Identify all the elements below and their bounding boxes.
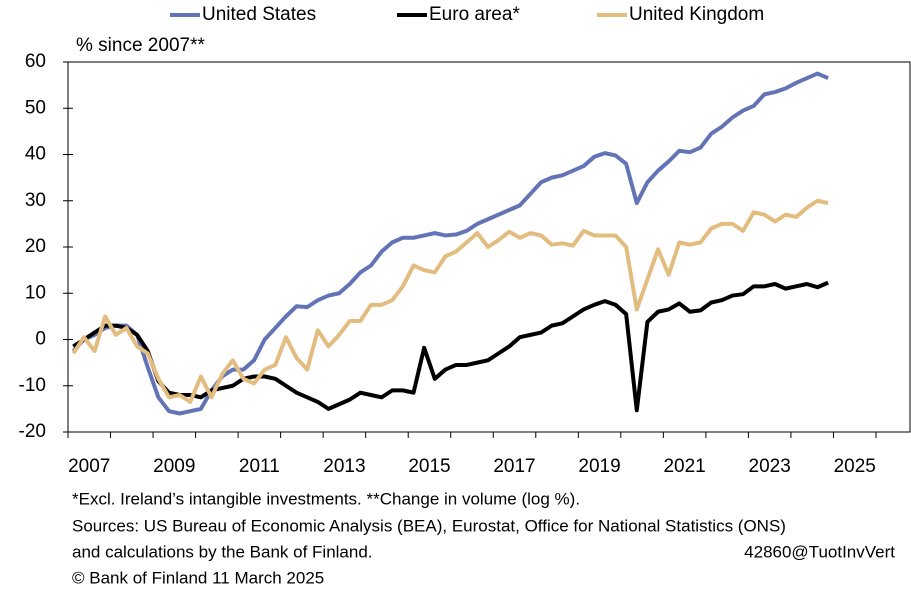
y-tick-label: 10: [25, 282, 46, 303]
y-tick-label: 40: [25, 144, 46, 165]
y-tick-label: 30: [25, 190, 46, 211]
line-series: [72, 280, 829, 413]
x-tick-label: 2025: [834, 456, 876, 477]
y-tick-label: -10: [19, 375, 46, 396]
x-tick-label: 2017: [493, 456, 535, 477]
x-tick-label: 2007: [68, 456, 110, 477]
x-tick-label: 2019: [578, 456, 620, 477]
x-tick-label: 2021: [663, 456, 705, 477]
y-axis-label: % since 2007**: [76, 35, 205, 56]
legend-label: United States: [202, 4, 316, 25]
footnote: and calculations by the Bank of Finland.: [72, 542, 373, 561]
y-tick-label: 50: [25, 97, 46, 118]
line-series: [71, 71, 829, 416]
y-tick-label: 0: [35, 329, 46, 350]
x-tick-label: 2013: [323, 456, 365, 477]
line-series: [71, 198, 829, 404]
x-tick-label: 2015: [408, 456, 450, 477]
footnote: Sources: US Bureau of Economic Analysis …: [72, 516, 786, 535]
x-tick-label: 2023: [749, 456, 791, 477]
x-tick-label: 2009: [153, 456, 195, 477]
x-tick-label: 2011: [239, 456, 280, 477]
y-tick-label: 20: [25, 236, 46, 257]
footnote: *Excl. Ireland’s intangible investments.…: [72, 489, 580, 508]
y-tick-label: -20: [19, 421, 46, 442]
legend-label: United Kingdom: [629, 4, 764, 25]
footnote: © Bank of Finland 11 March 2025: [72, 568, 324, 587]
legend-label: Euro area*: [429, 4, 520, 25]
chart-code: 42860@TuotInvVert: [744, 542, 895, 561]
y-tick-label: 60: [25, 51, 46, 72]
